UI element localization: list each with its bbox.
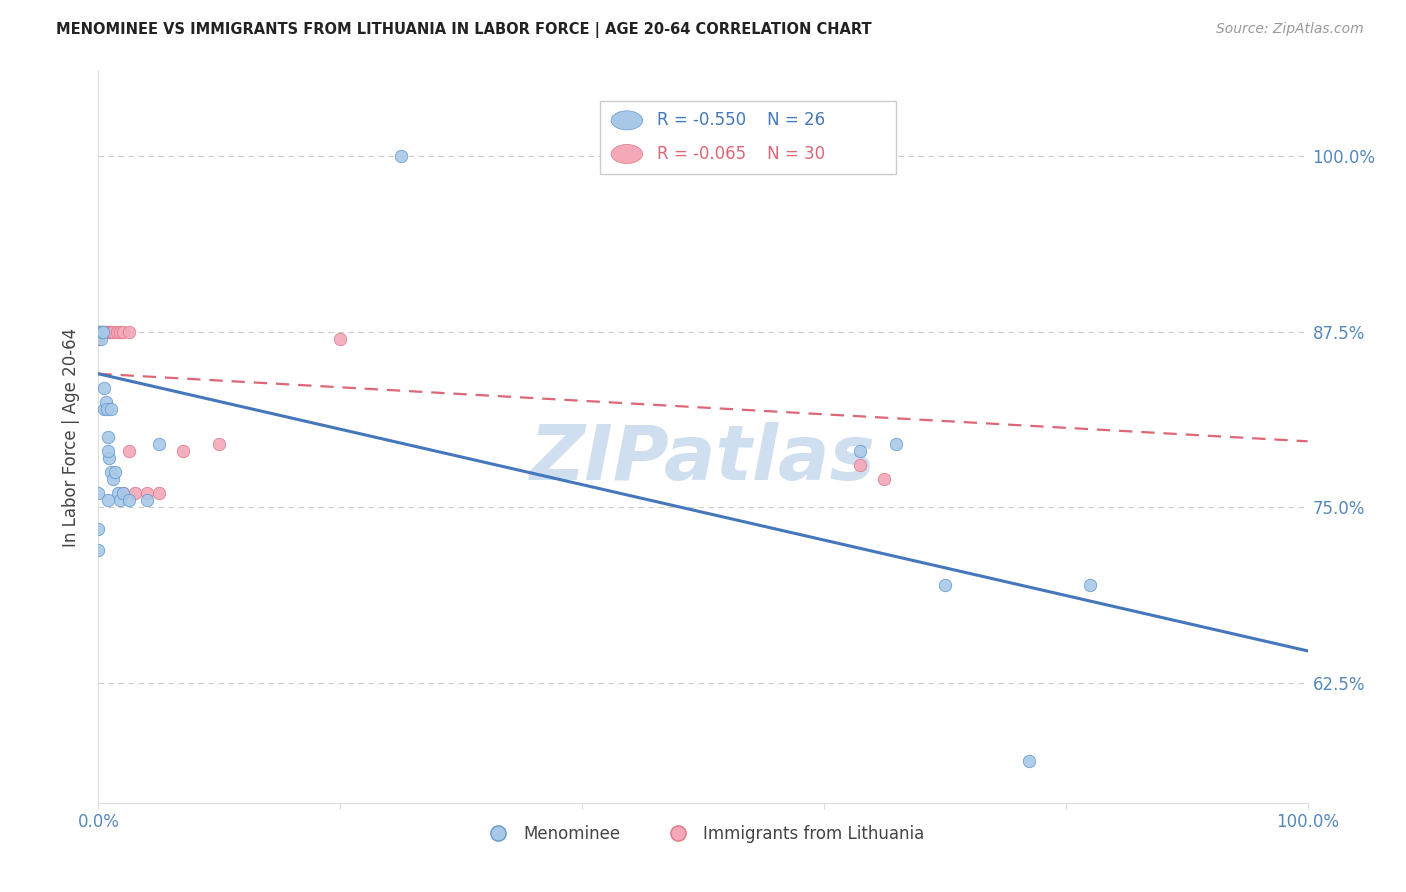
Point <box>87 325 110 339</box>
Point <box>87 325 110 339</box>
Point <box>389 149 412 163</box>
Point <box>172 444 194 458</box>
Point <box>87 325 110 339</box>
Point <box>87 325 110 339</box>
Point <box>934 578 956 592</box>
Point <box>97 493 120 508</box>
Y-axis label: In Labor Force | Age 20-64: In Labor Force | Age 20-64 <box>62 327 80 547</box>
Point <box>849 444 872 458</box>
Point <box>849 458 872 473</box>
Circle shape <box>612 111 643 130</box>
Point <box>98 451 121 466</box>
Point <box>124 486 146 500</box>
Point <box>105 325 128 339</box>
Point <box>101 472 124 486</box>
Point <box>100 465 122 479</box>
Point <box>93 401 115 416</box>
Point <box>108 493 131 508</box>
Point <box>111 486 134 500</box>
Point <box>97 430 120 444</box>
Point <box>100 401 122 416</box>
Point <box>91 325 114 339</box>
Circle shape <box>612 145 643 163</box>
Point <box>208 437 231 451</box>
Point <box>108 325 131 339</box>
Point <box>135 493 157 508</box>
Point <box>94 395 117 409</box>
Point <box>87 542 110 557</box>
Point <box>111 486 134 500</box>
Point <box>148 437 170 451</box>
Text: ZIPatlas: ZIPatlas <box>530 422 876 496</box>
Point <box>101 325 124 339</box>
Point <box>873 472 896 486</box>
FancyBboxPatch shape <box>600 101 897 174</box>
Point <box>93 381 115 395</box>
Point <box>104 465 127 479</box>
Point <box>118 444 141 458</box>
Text: R = -0.550    N = 26: R = -0.550 N = 26 <box>657 112 825 129</box>
Text: R = -0.065    N = 30: R = -0.065 N = 30 <box>657 145 825 163</box>
Point <box>90 325 112 339</box>
Point <box>96 325 118 339</box>
Point <box>91 325 114 339</box>
Point <box>886 437 908 451</box>
Point <box>87 522 110 536</box>
Point <box>89 325 111 339</box>
Point <box>91 325 114 339</box>
Point <box>98 325 121 339</box>
Point <box>100 325 122 339</box>
Point <box>87 332 110 346</box>
Point <box>87 325 110 339</box>
Legend: Menominee, Immigrants from Lithuania: Menominee, Immigrants from Lithuania <box>475 818 931 849</box>
Text: Source: ZipAtlas.com: Source: ZipAtlas.com <box>1216 22 1364 37</box>
Point <box>118 325 141 339</box>
Point <box>111 325 134 339</box>
Point <box>118 493 141 508</box>
Point <box>329 332 352 346</box>
Point <box>97 444 120 458</box>
Point <box>1078 578 1101 592</box>
Point <box>135 486 157 500</box>
Point <box>148 486 170 500</box>
Point <box>93 325 115 339</box>
Point <box>96 401 118 416</box>
Text: MENOMINEE VS IMMIGRANTS FROM LITHUANIA IN LABOR FORCE | AGE 20-64 CORRELATION CH: MENOMINEE VS IMMIGRANTS FROM LITHUANIA I… <box>56 22 872 38</box>
Point <box>1018 754 1040 768</box>
Point <box>87 486 110 500</box>
Point <box>90 332 112 346</box>
Point <box>107 486 129 500</box>
Point <box>97 325 120 339</box>
Point <box>91 325 114 339</box>
Point <box>94 325 117 339</box>
